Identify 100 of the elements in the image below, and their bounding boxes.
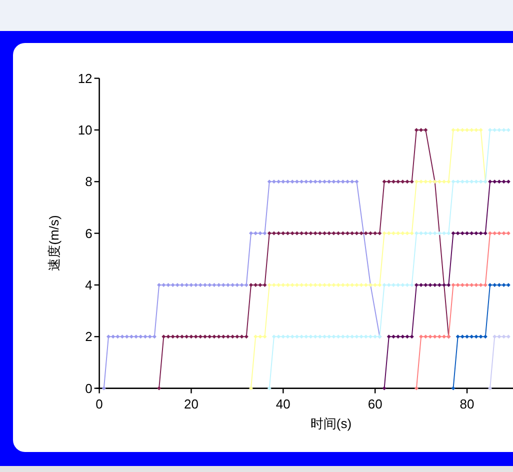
- point: [442, 334, 446, 339]
- point: [262, 231, 267, 236]
- point: [281, 334, 286, 339]
- point: [336, 334, 340, 339]
- point: [308, 180, 313, 184]
- point: [129, 334, 134, 339]
- point: [350, 180, 354, 184]
- point: [258, 334, 262, 339]
- y-tick-label: 0: [85, 380, 92, 396]
- y-tick-label: 10: [78, 122, 92, 138]
- point: [456, 282, 460, 287]
- point: [267, 282, 272, 287]
- point: [124, 334, 129, 339]
- point: [290, 334, 294, 339]
- point: [506, 180, 510, 184]
- point: [332, 180, 336, 184]
- point: [400, 334, 405, 339]
- point: [428, 282, 432, 287]
- point: [478, 128, 483, 132]
- point: [254, 231, 258, 236]
- point: [359, 282, 364, 287]
- point: [386, 231, 391, 236]
- point: [451, 180, 456, 184]
- x-tick-label: 80: [460, 396, 474, 412]
- point: [483, 334, 488, 339]
- point: [212, 282, 216, 287]
- point: [359, 334, 364, 339]
- point: [304, 180, 308, 184]
- point: [148, 334, 152, 339]
- y-tick-label: 12: [78, 70, 92, 86]
- point: [424, 334, 428, 339]
- point: [396, 231, 400, 236]
- point: [414, 386, 418, 390]
- point: [456, 334, 460, 339]
- point: [451, 386, 456, 390]
- point: [492, 180, 497, 184]
- point: [258, 231, 262, 236]
- point: [313, 180, 318, 184]
- point: [442, 180, 446, 184]
- point: [276, 334, 281, 339]
- point: [272, 334, 276, 339]
- point: [391, 334, 396, 339]
- point: [272, 180, 276, 184]
- point: [506, 231, 510, 236]
- point: [152, 334, 156, 339]
- point: [327, 180, 332, 184]
- point: [432, 282, 437, 287]
- point: [414, 282, 418, 287]
- point: [451, 128, 456, 132]
- point: [460, 231, 464, 236]
- point: [400, 231, 405, 236]
- point: [166, 282, 170, 287]
- point: [189, 282, 194, 287]
- point: [497, 334, 502, 339]
- point: [276, 180, 281, 184]
- point: [318, 334, 322, 339]
- point: [478, 334, 483, 339]
- point: [327, 334, 332, 339]
- point: [286, 334, 290, 339]
- point: [428, 334, 432, 339]
- x-tick-label: 40: [276, 396, 290, 412]
- point: [446, 231, 451, 236]
- point: [254, 334, 258, 339]
- point: [382, 386, 386, 390]
- y-tick-label: 2: [85, 329, 92, 344]
- point: [474, 282, 478, 287]
- point: [143, 334, 148, 339]
- point: [294, 180, 299, 184]
- point: [382, 282, 386, 287]
- point: [437, 334, 442, 339]
- point: [354, 334, 359, 339]
- point: [116, 334, 120, 339]
- point: [432, 334, 437, 339]
- point: [354, 180, 359, 184]
- point: [304, 334, 308, 339]
- point: [410, 334, 414, 339]
- point: [502, 282, 506, 287]
- point: [332, 282, 336, 287]
- point: [442, 231, 446, 236]
- point: [240, 282, 244, 287]
- point: [497, 128, 502, 132]
- point: [350, 334, 354, 339]
- point: [332, 334, 336, 339]
- point: [502, 180, 506, 184]
- point: [300, 180, 304, 184]
- point: [106, 334, 110, 339]
- point: [424, 231, 428, 236]
- point: [300, 334, 304, 339]
- point: [470, 334, 474, 339]
- point: [497, 282, 502, 287]
- point: [410, 231, 414, 236]
- point: [102, 386, 106, 390]
- point: [134, 334, 138, 339]
- point: [474, 128, 478, 132]
- point: [308, 282, 313, 287]
- point: [120, 334, 124, 339]
- point: [424, 282, 428, 287]
- point: [456, 180, 460, 184]
- point: [492, 282, 497, 287]
- point: [451, 231, 456, 236]
